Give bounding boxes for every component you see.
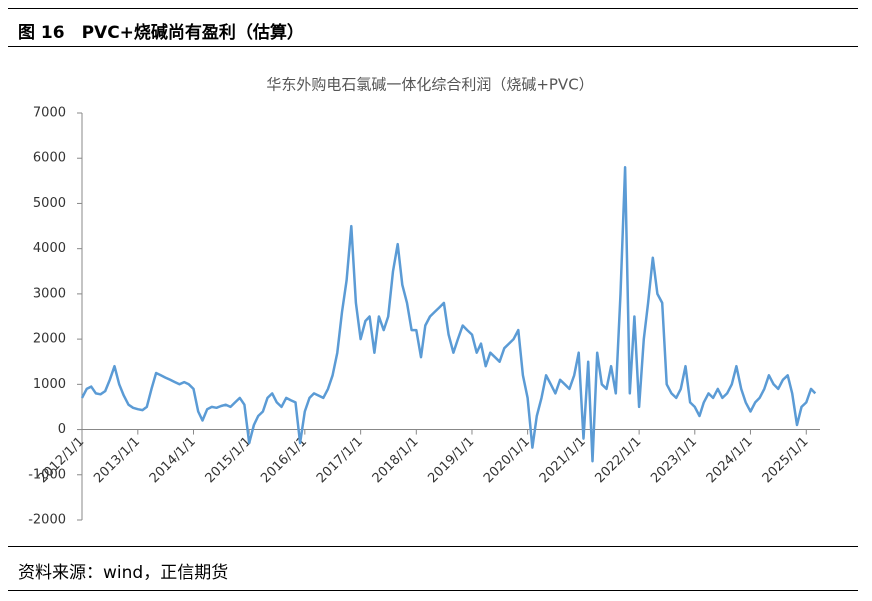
series-line xyxy=(80,166,817,463)
y-tick-label: 1000 xyxy=(33,377,66,392)
y-tick-label: 3000 xyxy=(33,286,66,301)
x-tick-label: 2014/1/1 xyxy=(147,434,199,486)
x-tick-label: 2019/1/1 xyxy=(425,434,477,486)
x-tick-label: 2015/1/1 xyxy=(203,434,255,486)
x-tick-label: 2017/1/1 xyxy=(314,434,366,486)
y-tick-label: 2000 xyxy=(33,332,66,347)
x-tick-label: 2018/1/1 xyxy=(370,434,422,486)
x-tick-label: 2024/1/1 xyxy=(704,434,756,486)
header-rule xyxy=(8,46,858,47)
y-tick-label: 0 xyxy=(58,422,66,437)
x-tick-label: 2013/1/1 xyxy=(91,434,143,486)
x-tick-label: 2020/1/1 xyxy=(481,434,533,486)
bottom-rule xyxy=(8,590,858,591)
y-tick-label: -1000 xyxy=(28,467,66,482)
x-tick-label: 2021/1/1 xyxy=(537,434,589,486)
x-tick-label: 2025/1/1 xyxy=(760,434,812,486)
y-tick-label: 7000 xyxy=(33,106,66,121)
chart: 华东外购电石氯碱一体化综合利润（烧碱+PVC） -2000 -1000 0 1000 2… xyxy=(28,76,820,528)
y-tick-label: 6000 xyxy=(33,151,66,166)
x-tick-label: 2016/1/1 xyxy=(258,434,310,486)
top-rule xyxy=(8,8,858,9)
y-tick-label: 4000 xyxy=(33,241,66,256)
footer-rule xyxy=(8,546,858,547)
chart-title: 华东外购电石氯碱一体化综合利润（烧碱+PVC） xyxy=(266,76,593,94)
figure-title: 图 16 PVC+烧碱尚有盈利（估算） xyxy=(18,23,304,43)
y-tick-label: -2000 xyxy=(28,513,66,528)
source-note: 资料来源：wind，正信期货 xyxy=(18,563,229,583)
x-tick-label: 2023/1/1 xyxy=(648,434,700,486)
x-tick-label: 2022/1/1 xyxy=(593,434,645,486)
y-tick-label: 5000 xyxy=(33,196,66,211)
